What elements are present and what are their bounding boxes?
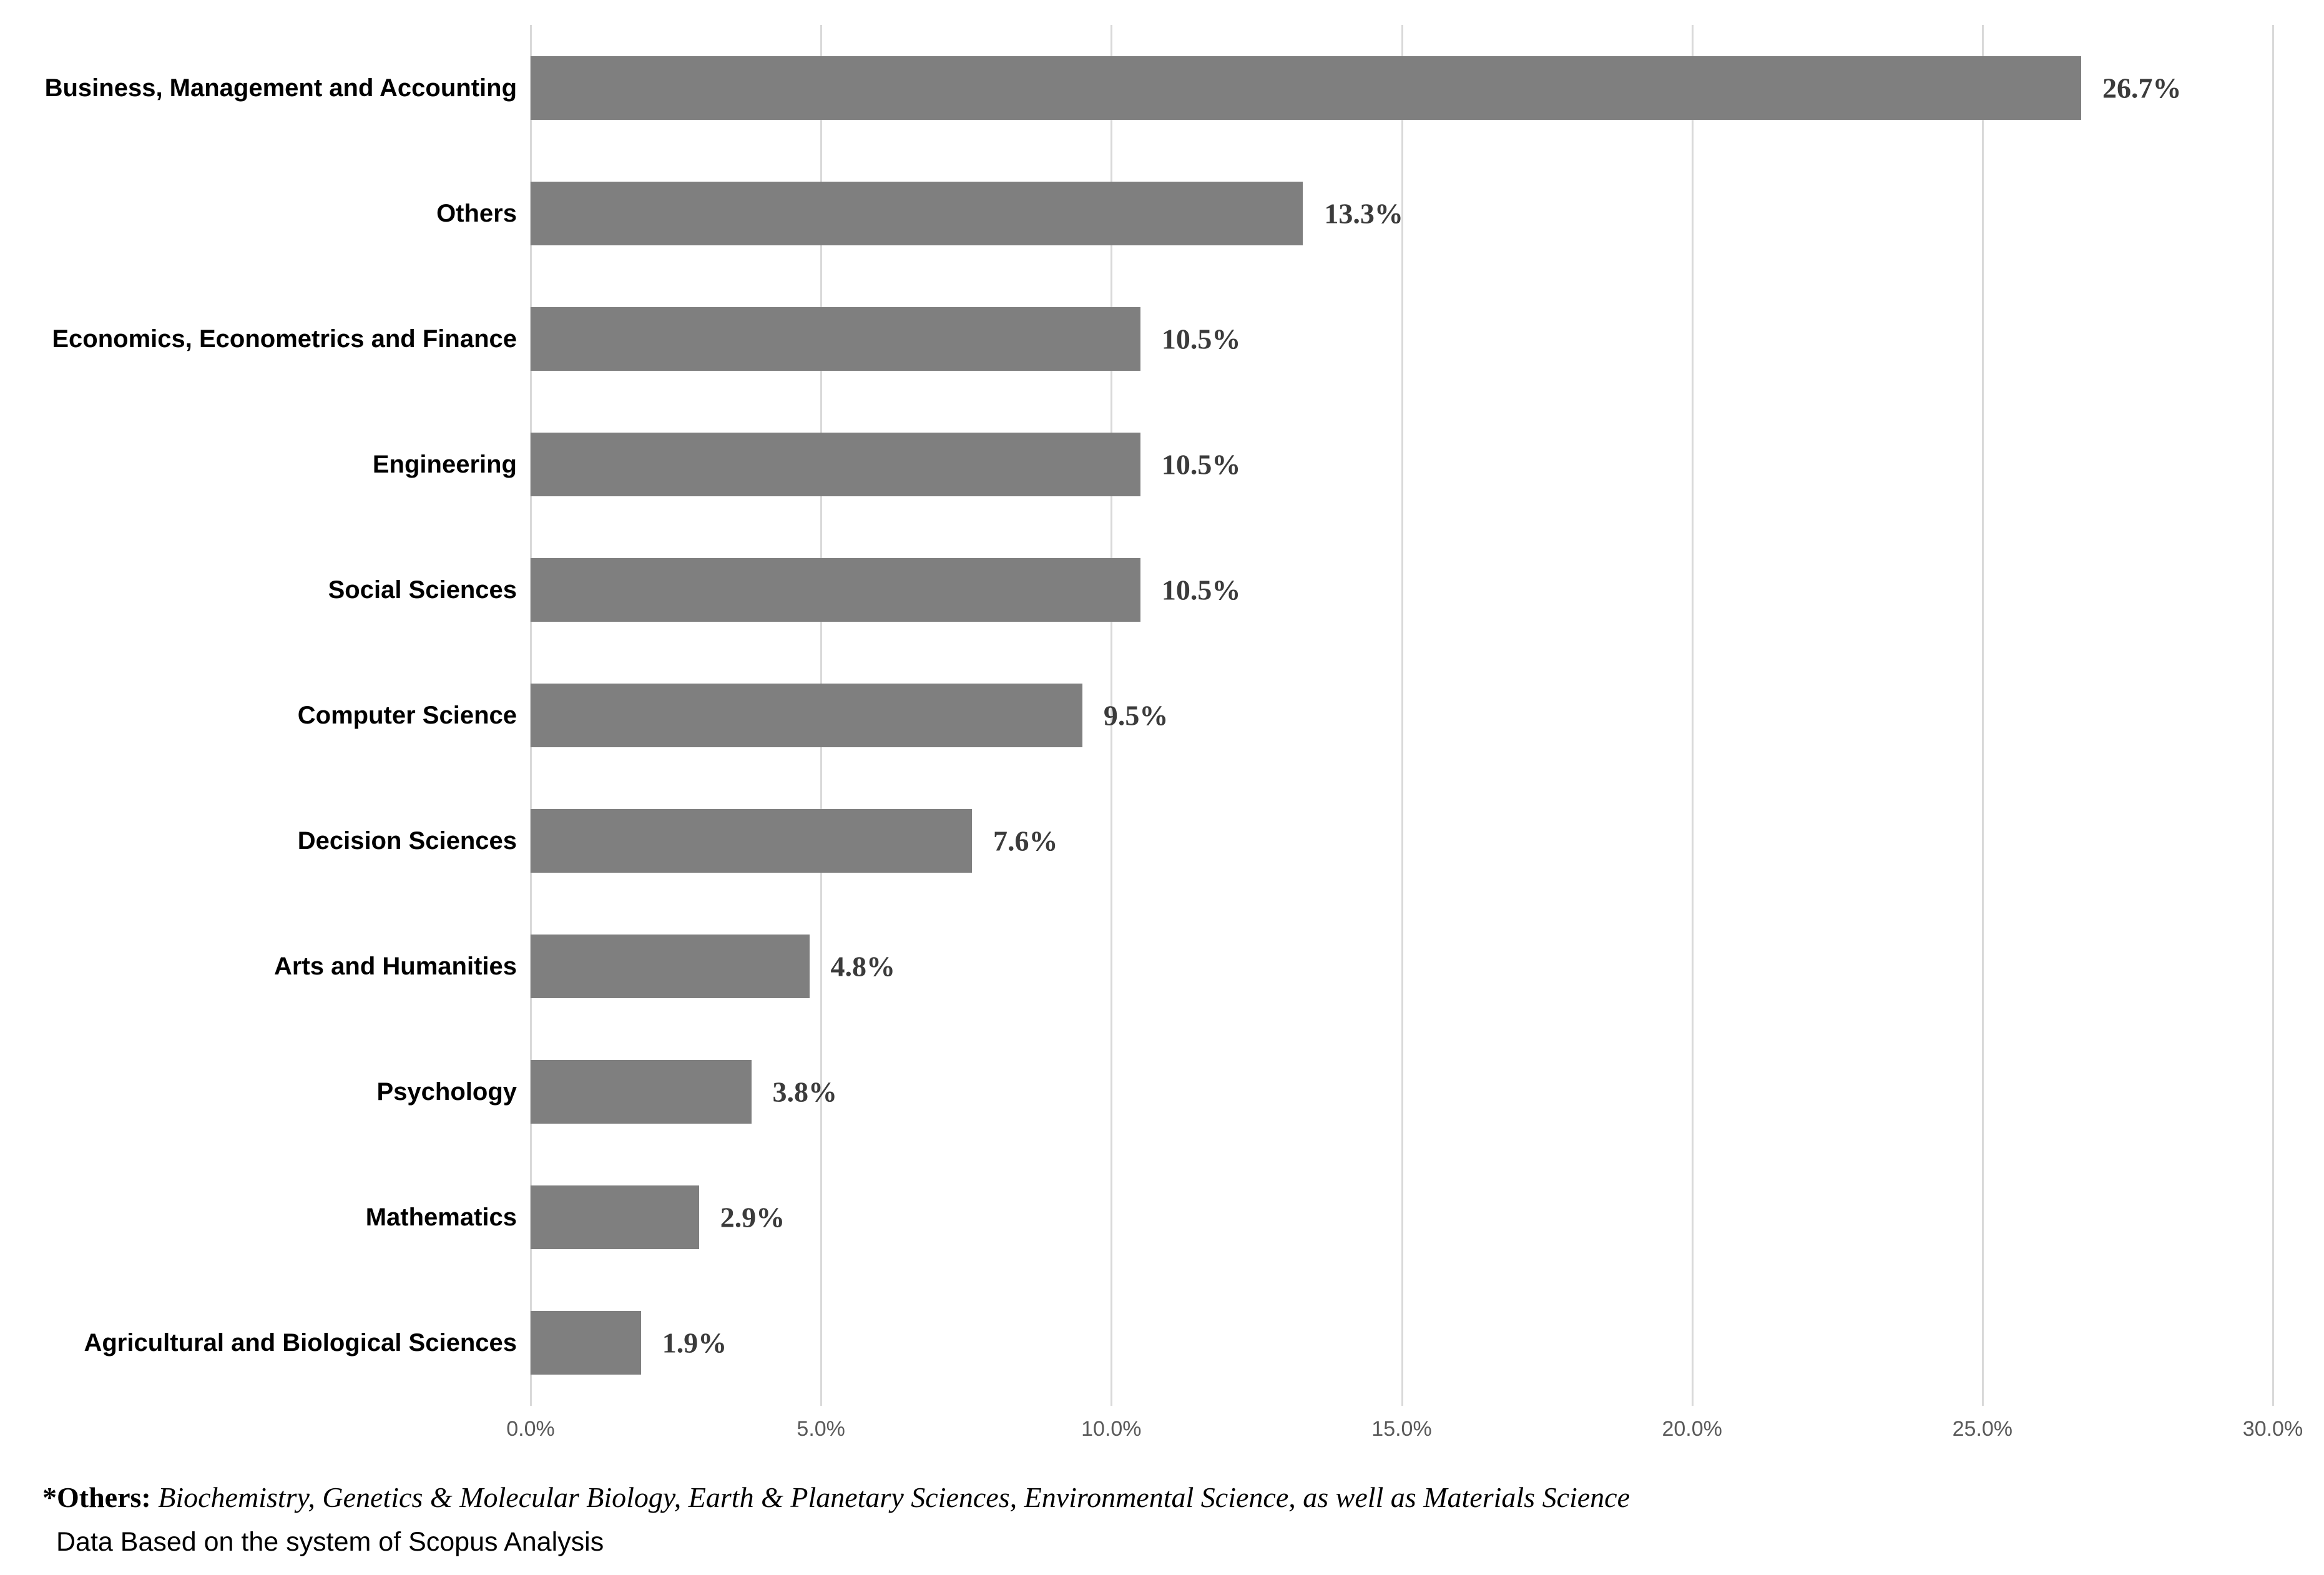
gridline [2272,25,2274,1406]
value-label: 9.5% [1103,699,1169,732]
bar [531,432,1140,496]
category-label: Others [436,199,517,227]
bar [531,1311,641,1375]
category-label: Social Sciences [328,576,517,604]
category-label: Economics, Econometrics and Finance [52,325,517,353]
bar [531,307,1140,371]
footnote-others: *Others: Biochemistry, Genetics & Molecu… [42,1481,1630,1514]
bar-row: Social Sciences 10.5% [328,527,2273,652]
footnote-others-prefix: *Others: [42,1481,151,1513]
bar-row: Computer Science 9.5% [298,652,2273,778]
category-label: Psychology [376,1078,517,1106]
bar-row: Agricultural and Biological Sciences 1.9% [84,1280,2273,1406]
bar-row: Mathematics 2.9% [366,1155,2273,1280]
bar [531,181,1303,245]
bar [531,935,810,999]
x-axis-tick-label: 15.0% [1371,1417,1432,1441]
bar [531,1060,752,1124]
x-axis-tick-label: 10.0% [1081,1417,1142,1441]
bar-row: Economics, Econometrics and Finance 10.5% [52,276,2273,401]
footnote-source: Data Based on the system of Scopus Analy… [56,1527,604,1557]
value-label: 7.6% [993,825,1058,857]
bar-row: Engineering 10.5% [373,401,2273,527]
value-label: 26.7% [2102,72,2182,104]
bar-row: Decision Sciences 7.6% [298,778,2273,904]
bar [531,1185,699,1250]
category-label: Business, Management and Accounting [44,74,517,102]
x-axis-tick-label: 30.0% [2242,1417,2303,1441]
x-axis-tick-label: 0.0% [506,1417,555,1441]
footnote-others-text: Biochemistry, Genetics & Molecular Biolo… [150,1481,1630,1513]
value-label: 10.5% [1161,574,1241,606]
value-label: 10.5% [1161,448,1241,481]
plot-area: Business, Management and Accounting 26.7%… [45,25,2274,1406]
bar [531,56,2081,120]
value-label: 2.9% [720,1201,785,1234]
x-axis-tick-label: 5.0% [797,1417,845,1441]
x-axis-tick-label: 25.0% [1952,1417,2013,1441]
x-axis: 0.0% 5.0% 10.0% 15.0% 20.0% 25.0% 30.0% [506,1417,2303,1455]
bar-row: Business, Management and Accounting 26.7% [45,25,2273,150]
value-label: 4.8% [830,950,896,983]
gridline [1111,25,1113,1406]
x-axis-tick-label: 20.0% [1662,1417,1722,1441]
bar [531,683,1082,747]
bar-row: Arts and Humanities 4.8% [274,904,2273,1029]
gridline [1691,25,1694,1406]
value-label: 3.8% [772,1076,838,1108]
category-label: Agricultural and Biological Sciences [84,1329,517,1357]
category-label: Computer Science [297,701,517,729]
value-label: 13.3% [1324,197,1403,230]
bar [531,809,973,873]
value-label: 10.5% [1161,323,1241,355]
category-label: Engineering [372,450,517,478]
bar-row: Others 13.3% [436,150,2273,276]
category-label: Decision Sciences [297,827,517,855]
gridline [1401,25,1403,1406]
gridline [1981,25,1984,1406]
bar-row: Psychology 3.8% [376,1029,2273,1155]
category-label: Mathematics [365,1204,517,1232]
bar [531,557,1140,622]
value-label: 1.9% [662,1327,727,1359]
category-label: Arts and Humanities [274,953,517,981]
